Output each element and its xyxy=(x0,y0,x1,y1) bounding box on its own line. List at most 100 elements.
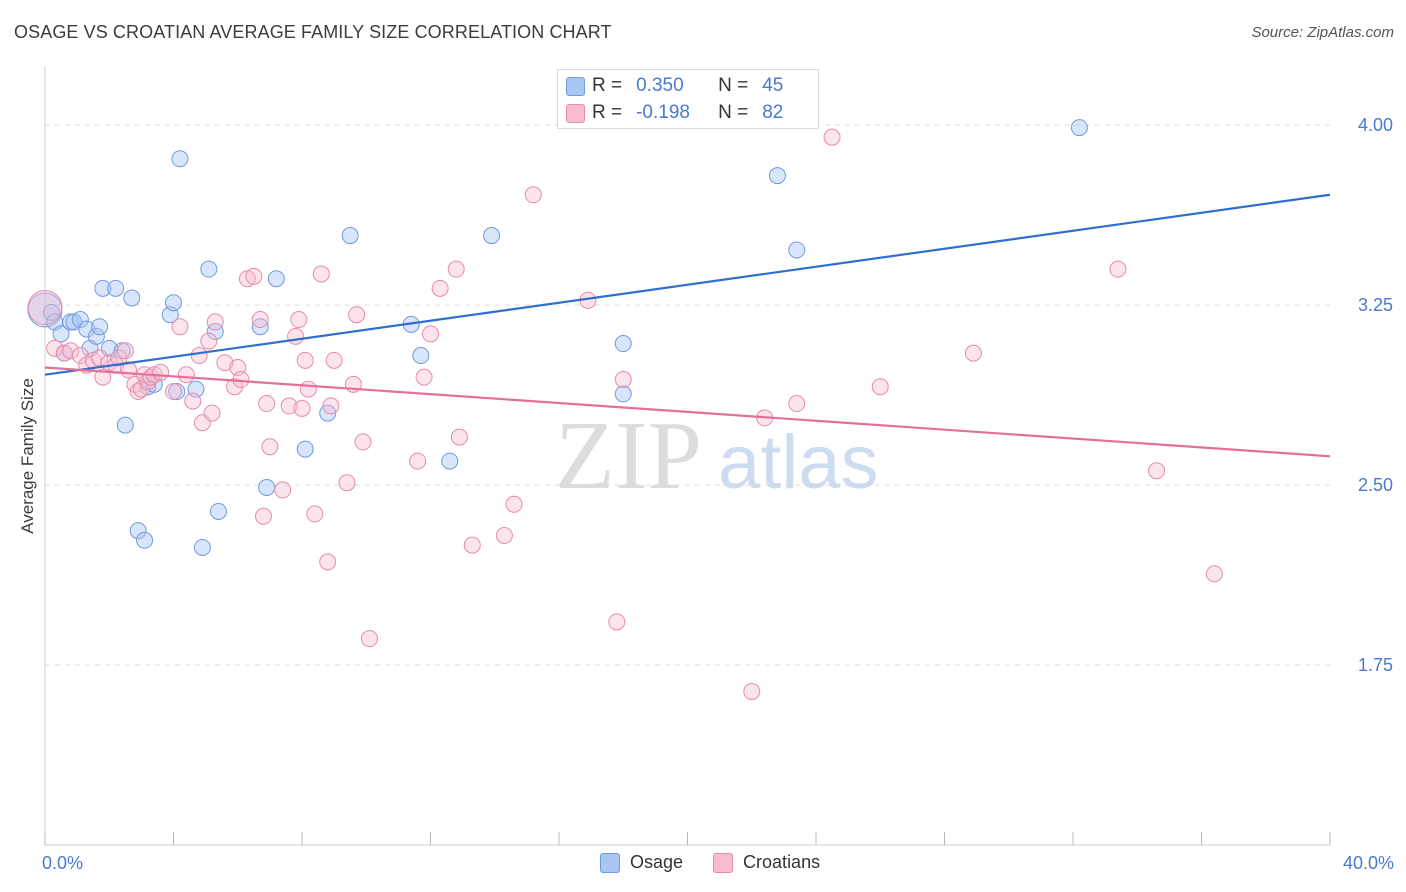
y-tick-label: 2.50 xyxy=(1358,475,1393,495)
data-point-croatians xyxy=(110,349,128,367)
data-point-croatians xyxy=(132,380,150,398)
data-point-croatians xyxy=(614,371,632,389)
data-point-osage xyxy=(788,241,806,259)
data-point-osage xyxy=(129,522,147,540)
data-point-croatians xyxy=(360,630,378,648)
data-point-croatians xyxy=(608,613,626,631)
data-point-croatians xyxy=(142,368,160,386)
stats-r-label: R = xyxy=(592,102,623,123)
stats-row-osage: R = 0.350 N = 45 xyxy=(566,73,784,99)
legend-swatch-osage xyxy=(600,852,620,873)
data-point-croatians xyxy=(823,128,841,146)
stats-row-croatians: R = -0.198 N = 82 xyxy=(566,100,784,126)
x-tick-label: 40.0% xyxy=(1343,853,1394,873)
data-point-osage xyxy=(116,416,134,434)
data-point-croatians-large xyxy=(27,290,63,326)
data-point-croatians xyxy=(94,368,112,386)
data-point-croatians xyxy=(409,452,427,470)
data-point-osage xyxy=(52,325,70,343)
data-point-croatians xyxy=(463,536,481,554)
stats-n-label: N = xyxy=(718,75,749,96)
data-point-croatians xyxy=(91,349,109,367)
data-point-croatians xyxy=(338,474,356,492)
data-point-osage xyxy=(87,327,105,345)
source-label: Source: ZipAtlas.com xyxy=(1251,24,1394,41)
y-tick-label: 4.00 xyxy=(1358,115,1393,135)
data-point-croatians xyxy=(238,270,256,288)
data-point-croatians xyxy=(261,438,279,456)
data-point-croatians xyxy=(505,495,523,513)
data-point-osage xyxy=(1070,119,1088,137)
data-point-croatians xyxy=(245,267,263,285)
data-point-croatians xyxy=(306,505,324,523)
data-point-osage xyxy=(200,260,218,278)
y-tick-label: 1.75 xyxy=(1358,655,1393,675)
data-point-croatians xyxy=(296,351,314,369)
data-point-osage xyxy=(209,502,227,520)
data-point-croatians xyxy=(203,404,221,422)
data-point-croatians xyxy=(152,363,170,381)
data-point-croatians xyxy=(71,347,89,365)
data-point-croatians xyxy=(206,313,224,331)
stats-swatch-osage xyxy=(566,77,585,96)
data-point-croatians xyxy=(1148,462,1166,480)
data-point-croatians xyxy=(226,378,244,396)
data-point-croatians xyxy=(280,397,298,415)
data-point-osage xyxy=(193,538,211,556)
data-point-croatians xyxy=(290,311,308,329)
chart-title: OSAGE VS CROATIAN AVERAGE FAMILY SIZE CO… xyxy=(14,22,612,42)
data-point-croatians xyxy=(422,325,439,343)
legend-item-croatians[interactable]: Croatians xyxy=(713,852,820,873)
stats-r-value: 0.350 xyxy=(636,75,684,96)
data-point-osage xyxy=(136,531,154,549)
data-point-osage xyxy=(258,478,276,496)
data-point-osage xyxy=(171,150,189,168)
y-tick-label: 3.25 xyxy=(1358,295,1393,315)
data-point-osage xyxy=(412,347,430,365)
data-point-croatians xyxy=(743,682,761,700)
legend-label-croatians: Croatians xyxy=(743,852,821,872)
data-point-croatians xyxy=(450,428,468,446)
stats-n-value: 45 xyxy=(762,75,784,96)
stats-r-label: R = xyxy=(592,75,623,96)
data-point-osage xyxy=(206,323,224,341)
stats-r-value: -0.198 xyxy=(636,102,690,123)
data-point-croatians xyxy=(190,347,208,365)
bottom-legend: Osage Croatians xyxy=(600,852,820,873)
data-point-croatians xyxy=(415,368,433,386)
data-point-osage xyxy=(483,227,501,245)
data-point-croatians xyxy=(216,354,234,372)
data-point-croatians xyxy=(1205,565,1223,583)
data-point-croatians xyxy=(524,186,542,204)
data-point-croatians xyxy=(354,433,372,451)
data-point-osage xyxy=(441,452,459,470)
data-point-croatians xyxy=(184,392,202,410)
data-point-croatians xyxy=(177,366,195,384)
data-point-croatians xyxy=(312,265,330,283)
data-point-osage xyxy=(614,335,632,353)
stats-n-label: N = xyxy=(718,102,749,123)
data-point-osage xyxy=(107,279,125,297)
data-point-croatians xyxy=(431,279,449,297)
data-point-croatians xyxy=(348,306,366,324)
data-point-osage xyxy=(768,167,786,185)
data-point-croatians xyxy=(254,507,272,525)
legend-swatch-croatians xyxy=(713,852,734,873)
data-point-croatians xyxy=(1109,260,1127,278)
stats-n-value: 82 xyxy=(762,102,784,123)
data-point-croatians xyxy=(293,399,311,417)
legend-item-osage[interactable]: Osage xyxy=(600,852,683,873)
data-point-osage xyxy=(78,320,96,338)
data-point-croatians xyxy=(165,383,182,401)
data-point-croatians xyxy=(287,327,305,345)
data-point-osage xyxy=(65,313,83,331)
watermark-zip: ZIP xyxy=(555,402,702,510)
data-point-croatians xyxy=(319,553,337,571)
data-point-osage xyxy=(267,270,285,288)
legend-label-osage: Osage xyxy=(630,852,684,872)
data-point-osage xyxy=(165,294,182,312)
data-point-croatians xyxy=(325,351,343,369)
data-point-croatians xyxy=(251,311,269,329)
data-point-croatians xyxy=(788,395,806,413)
data-point-osage xyxy=(614,385,632,403)
